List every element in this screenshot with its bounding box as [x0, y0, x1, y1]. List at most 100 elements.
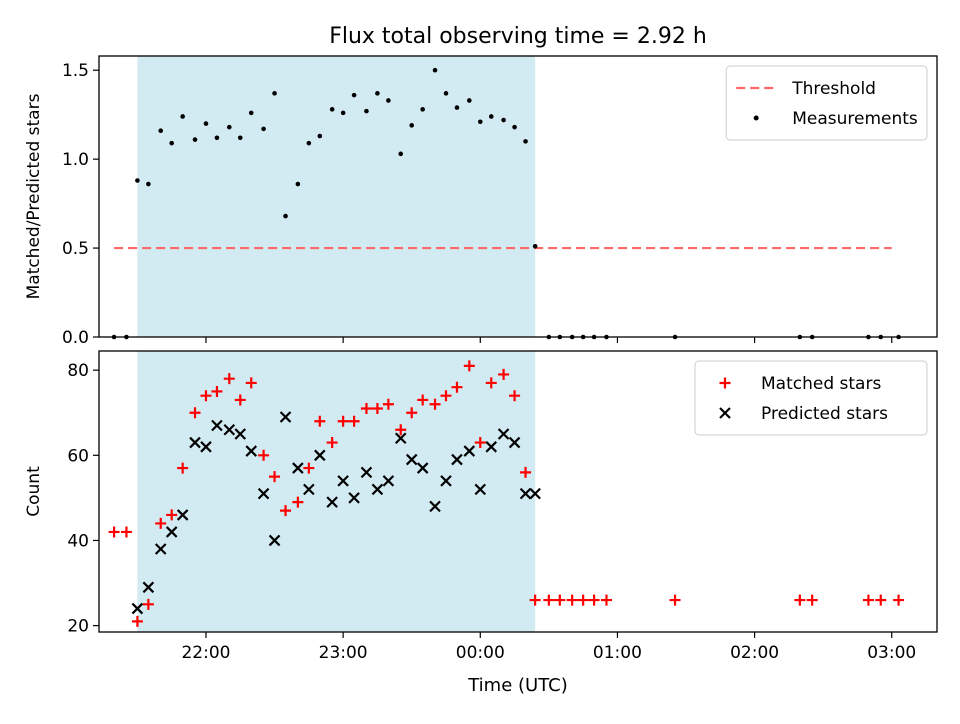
data-point — [226, 124, 232, 130]
data-point — [371, 402, 383, 414]
data-point — [200, 390, 212, 402]
data-point — [279, 411, 292, 423]
y-tick-label: 60 — [67, 446, 89, 466]
data-point — [154, 543, 167, 555]
data-point — [337, 415, 349, 427]
data-point — [501, 117, 506, 123]
data-point — [485, 377, 497, 389]
data-point — [257, 487, 270, 500]
data-point — [292, 496, 304, 508]
y-tick-label: 1.5 — [62, 61, 89, 81]
data-point — [463, 445, 476, 457]
data-point — [303, 483, 315, 496]
legend-label: Measurements — [792, 109, 918, 129]
data-point — [409, 123, 415, 128]
data-point — [348, 415, 360, 427]
data-point — [166, 509, 178, 521]
legend-box — [694, 360, 928, 436]
data-point — [317, 133, 323, 139]
data-point — [211, 419, 223, 432]
data-point — [488, 114, 494, 119]
data-point — [451, 453, 463, 466]
legend: Threshold Measurements — [725, 65, 928, 141]
data-point — [519, 487, 532, 500]
data-point — [234, 394, 246, 406]
x-tick-label: 23:00 — [319, 643, 368, 663]
data-point — [292, 462, 304, 474]
data-point — [326, 437, 338, 449]
series-matched-stars — [108, 360, 905, 627]
data-point — [454, 105, 460, 110]
data-point — [165, 526, 178, 538]
data-point — [234, 428, 247, 440]
data-point — [337, 475, 349, 487]
data-point — [158, 128, 164, 133]
data-point — [371, 483, 384, 496]
data-point — [420, 107, 425, 112]
data-point — [189, 407, 201, 419]
data-point — [280, 505, 292, 517]
data-point — [237, 135, 243, 141]
panel-1: 0.0 0.5 1.0 1.5 Matched/Predicted stars Thres… — [24, 55, 938, 348]
data-point — [485, 441, 498, 453]
data-point — [386, 98, 391, 103]
data-point — [314, 415, 326, 427]
data-point — [326, 496, 338, 508]
data-point — [543, 594, 555, 606]
data-point — [269, 471, 281, 483]
data-point — [429, 398, 441, 410]
data-point — [477, 119, 483, 125]
data-point — [382, 398, 394, 410]
observing-window-band — [137, 56, 536, 337]
data-point — [443, 91, 449, 96]
data-point — [306, 140, 312, 146]
data-point — [893, 594, 905, 606]
data-point — [142, 598, 154, 610]
data-point — [406, 407, 418, 419]
data-point — [248, 110, 254, 116]
data-point — [432, 67, 438, 73]
data-point — [375, 91, 380, 96]
data-point — [474, 483, 487, 496]
data-point — [566, 594, 578, 606]
data-point — [192, 137, 198, 142]
y-tick-label: 1.0 — [62, 150, 89, 170]
data-point — [577, 594, 589, 606]
data-point — [862, 594, 874, 606]
data-point — [529, 487, 541, 500]
legend-label: Predicted stars — [761, 404, 888, 424]
series-measurements — [111, 67, 901, 340]
data-point — [600, 594, 612, 606]
data-point — [467, 98, 472, 103]
legend-label: Matched stars — [761, 374, 881, 394]
data-point — [120, 526, 132, 538]
data-point — [875, 594, 887, 606]
y-axis-label: Matched/Predicted stars — [24, 93, 44, 299]
y-tick-label: 80 — [67, 361, 89, 381]
data-point — [268, 534, 281, 547]
data-point — [416, 462, 429, 474]
data-point — [258, 449, 270, 461]
data-point — [440, 475, 452, 487]
data-point — [176, 509, 189, 521]
data-point — [440, 390, 452, 402]
data-point — [719, 407, 731, 419]
data-point — [395, 424, 407, 436]
data-point — [155, 517, 167, 529]
legend: Matched stars Predicted stars — [694, 360, 928, 436]
data-point — [169, 140, 174, 146]
data-point — [203, 121, 209, 126]
y-tick-label: 40 — [67, 531, 89, 551]
x-axis-label: Time (UTC) — [467, 675, 568, 696]
series-predicted-stars — [131, 411, 541, 615]
x-tick-label: 00:00 — [456, 643, 505, 663]
data-point — [498, 368, 510, 380]
data-point — [245, 445, 258, 457]
panel-2: 20 40 60 80 22:00 23:00 00:00 01:00 02:00 03:00 Co… — [24, 350, 938, 663]
observing-window-band — [137, 351, 536, 632]
data-point — [200, 441, 212, 453]
data-point — [131, 602, 144, 615]
data-point — [295, 181, 301, 187]
data-point — [211, 385, 223, 397]
